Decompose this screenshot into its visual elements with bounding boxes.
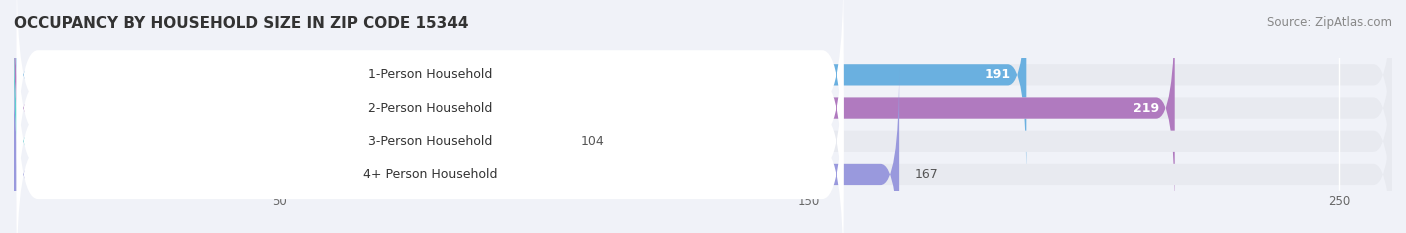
- Text: 2-Person Household: 2-Person Household: [368, 102, 492, 115]
- Text: 4+ Person Household: 4+ Person Household: [363, 168, 498, 181]
- FancyBboxPatch shape: [17, 33, 844, 233]
- FancyBboxPatch shape: [14, 36, 565, 233]
- FancyBboxPatch shape: [14, 69, 898, 233]
- Text: 167: 167: [915, 168, 939, 181]
- FancyBboxPatch shape: [17, 0, 844, 216]
- FancyBboxPatch shape: [14, 69, 1392, 233]
- Text: OCCUPANCY BY HOUSEHOLD SIZE IN ZIP CODE 15344: OCCUPANCY BY HOUSEHOLD SIZE IN ZIP CODE …: [14, 16, 468, 31]
- FancyBboxPatch shape: [14, 3, 1174, 214]
- Text: 104: 104: [581, 135, 605, 148]
- FancyBboxPatch shape: [14, 36, 1392, 233]
- FancyBboxPatch shape: [17, 66, 844, 233]
- FancyBboxPatch shape: [14, 3, 1392, 214]
- Text: Source: ZipAtlas.com: Source: ZipAtlas.com: [1267, 16, 1392, 29]
- FancyBboxPatch shape: [14, 0, 1392, 180]
- FancyBboxPatch shape: [17, 0, 844, 183]
- Text: 3-Person Household: 3-Person Household: [368, 135, 492, 148]
- Text: 191: 191: [984, 68, 1011, 81]
- FancyBboxPatch shape: [14, 0, 1026, 180]
- Text: 1-Person Household: 1-Person Household: [368, 68, 492, 81]
- Text: 219: 219: [1133, 102, 1159, 115]
